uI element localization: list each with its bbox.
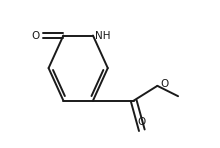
Text: NH: NH — [95, 31, 111, 41]
Text: O: O — [138, 117, 146, 127]
Text: O: O — [160, 79, 168, 89]
Text: O: O — [31, 30, 39, 41]
